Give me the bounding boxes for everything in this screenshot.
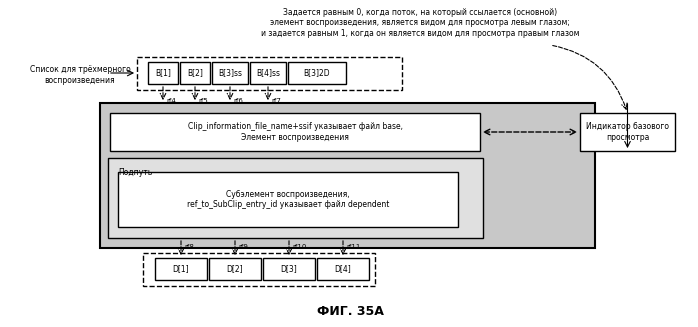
Text: B[3]ss: B[3]ss <box>218 68 242 77</box>
Bar <box>148 62 178 84</box>
Text: rf9: rf9 <box>238 244 248 250</box>
Bar <box>263 258 315 280</box>
Bar <box>155 258 207 280</box>
Bar <box>580 113 675 151</box>
Text: B[3]2D: B[3]2D <box>304 68 330 77</box>
Text: rf5: rf5 <box>198 98 208 104</box>
Text: B[2]: B[2] <box>187 68 203 77</box>
Text: D[2]: D[2] <box>227 265 244 273</box>
Bar <box>317 258 369 280</box>
Bar <box>143 253 375 286</box>
Bar <box>100 103 595 248</box>
Text: B[4]ss: B[4]ss <box>256 68 280 77</box>
Bar <box>110 113 480 151</box>
Text: B[1]: B[1] <box>155 68 171 77</box>
Bar <box>250 62 286 84</box>
Bar <box>180 62 210 84</box>
Text: Список для трёхмерного
воспроизведения: Список для трёхмерного воспроизведения <box>29 65 131 85</box>
Bar <box>209 258 261 280</box>
Text: rf4: rf4 <box>166 98 176 104</box>
Text: Задается равным 0, когда поток, на который ссылается (основной)
элемент воспроиз: Задается равным 0, когда поток, на котор… <box>261 8 579 38</box>
Text: Подпуть: Подпуть <box>118 168 152 177</box>
Text: rf6: rf6 <box>233 98 243 104</box>
Text: rf7: rf7 <box>271 98 281 104</box>
Bar <box>212 62 248 84</box>
Bar <box>288 62 346 84</box>
Text: Субэлемент воспроизведения,
ref_to_SubClip_entry_id указывает файл dependent: Субэлемент воспроизведения, ref_to_SubCl… <box>187 190 389 209</box>
Text: D[1]: D[1] <box>172 265 189 273</box>
Text: Clip_information_file_name+ssif указывает файл base,
Элемент воспроизведения: Clip_information_file_name+ssif указывае… <box>188 122 403 142</box>
Bar <box>108 158 483 238</box>
Text: D[4]: D[4] <box>334 265 351 273</box>
Text: rf11: rf11 <box>346 244 360 250</box>
Text: Индикатор базового
просмотра: Индикатор базового просмотра <box>586 122 669 142</box>
Text: rf8: rf8 <box>184 244 194 250</box>
Bar <box>118 172 458 227</box>
Text: ФИГ. 35A: ФИГ. 35A <box>317 305 383 318</box>
Text: D[3]: D[3] <box>281 265 297 273</box>
Text: rf10: rf10 <box>292 244 306 250</box>
Bar <box>137 57 402 90</box>
